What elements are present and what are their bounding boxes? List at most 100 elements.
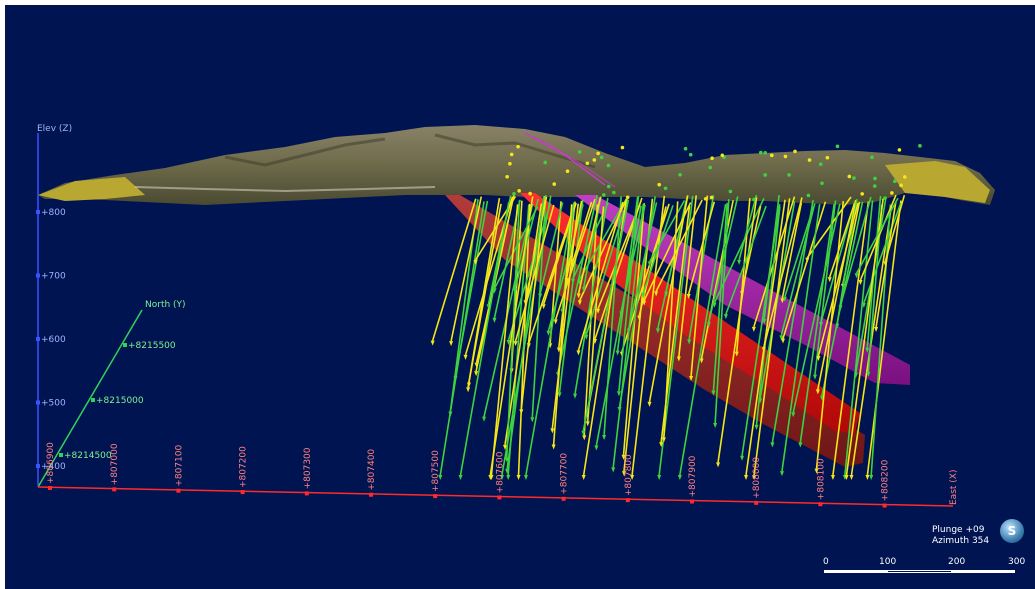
east-tick-label: +807700 <box>560 453 570 495</box>
collar-dot <box>890 191 894 195</box>
drillhole-trace <box>781 202 803 299</box>
drillhole-end-marker <box>594 445 599 451</box>
collar-dot <box>708 165 713 170</box>
collar-dot <box>860 192 864 196</box>
drillhole-trace <box>679 204 727 476</box>
east-tick <box>48 486 52 490</box>
drillhole-end-marker <box>499 475 504 480</box>
drillhole-end-marker <box>659 442 664 448</box>
collar-dot <box>903 175 907 179</box>
north-axis <box>37 309 143 488</box>
drillhole-trace <box>815 200 845 469</box>
drillhole-end-marker <box>830 475 835 480</box>
collar-dot <box>688 152 693 157</box>
drillhole-end-marker <box>602 434 607 440</box>
drillhole-end-marker <box>865 347 870 353</box>
drillhole-end-marker <box>482 416 487 422</box>
east-tick <box>176 488 181 493</box>
drillhole-trace <box>687 201 716 295</box>
3d-viewport[interactable]: Elev (Z) North (Y) East (X) +800 +700 +600… <box>5 5 1035 589</box>
drillhole-end-marker <box>551 444 556 450</box>
elev-tick-label: +700 <box>41 272 66 282</box>
drillhole-end-marker <box>474 371 479 377</box>
elev-tick <box>36 464 40 468</box>
drillhole-end-marker <box>570 278 575 284</box>
drillhole-trace <box>806 196 852 259</box>
drillhole-trace <box>820 200 856 323</box>
drillhole-trace <box>585 197 629 335</box>
scale-tick-label: 0 <box>823 557 829 567</box>
collar-dot <box>508 161 512 166</box>
compass-icon[interactable]: S <box>1000 519 1024 543</box>
collar-dot <box>509 152 514 157</box>
collar-dot <box>606 184 611 189</box>
east-ticks: +806900 +807000 +807100 +807200 +807300 +8074… <box>46 442 891 508</box>
drillhole-end-marker <box>576 293 581 299</box>
drillhole-trace <box>583 196 602 288</box>
collar-dot <box>818 162 823 166</box>
drillhole-end-marker <box>519 409 524 415</box>
drillhole-end-marker <box>716 462 721 468</box>
east-tick-label: +807100 <box>174 445 184 487</box>
drillhole-end-marker <box>492 317 497 323</box>
drillhole-trace <box>814 200 837 375</box>
collar-dot <box>720 153 725 158</box>
drillhole-trace <box>832 201 870 476</box>
east-tick <box>240 490 245 495</box>
collar-dot <box>769 153 774 158</box>
drillhole-trace <box>741 205 762 292</box>
collar-dot <box>807 158 812 162</box>
collar-dot <box>763 151 767 155</box>
drillhole-end-marker <box>615 350 620 356</box>
drillhole-trace <box>459 202 510 476</box>
drillhole-end-marker <box>550 428 555 434</box>
drillhole-trace <box>817 199 857 390</box>
east-tick-label: +807600 <box>495 451 505 493</box>
drillhole-end-marker <box>676 356 681 362</box>
drillhole-end-marker <box>573 393 578 399</box>
collar-dot <box>585 161 590 166</box>
drillhole-trace <box>771 200 814 443</box>
drillhole-trace <box>844 200 874 476</box>
drillhole-trace <box>514 204 555 342</box>
drillhole-end-marker <box>553 319 558 325</box>
drillhole-trace <box>506 196 545 470</box>
drillhole-end-marker <box>626 328 631 334</box>
collar-dot <box>528 191 532 196</box>
drillhole-end-marker <box>687 339 692 345</box>
drillhole-trace <box>725 205 767 315</box>
orebody-upper <box>520 193 860 433</box>
collar-dot <box>752 197 756 202</box>
drillhole-end-marker <box>713 423 718 429</box>
scene-canvas[interactable]: Elev (Z) North (Y) East (X) +800 +700 +600… <box>5 5 1035 589</box>
drillhole-trace <box>714 199 730 424</box>
drillhole-trace <box>859 194 897 281</box>
drillhole-end-marker <box>492 288 497 294</box>
drillholes <box>430 194 906 480</box>
drillhole-end-marker <box>641 293 646 299</box>
north-tick-label: +8214500 <box>64 451 112 461</box>
drillhole-trace <box>571 201 593 264</box>
drillhole-trace <box>612 203 645 468</box>
drillhole-trace <box>712 202 728 391</box>
drillhole-end-marker <box>740 291 745 297</box>
drillhole-end-marker <box>779 335 784 341</box>
drillhole-trace <box>504 203 543 446</box>
drillhole-end-marker <box>556 347 561 353</box>
drillhole-trace <box>745 199 786 476</box>
drillhole-end-marker <box>621 471 626 477</box>
drillhole-end-marker <box>564 278 569 284</box>
drillhole-end-marker <box>617 406 622 412</box>
collar-dot <box>870 155 874 160</box>
collar-dot <box>847 174 852 179</box>
azimuth-label: Azimuth 354 <box>932 536 990 546</box>
drillhole-trace <box>784 206 815 297</box>
east-tick-label: +807000 <box>110 443 120 485</box>
collar-dot <box>873 176 877 181</box>
collar-dot <box>852 176 856 180</box>
drillhole-end-marker <box>570 262 575 268</box>
drillhole-trace <box>539 202 564 294</box>
collar-dot <box>601 193 606 197</box>
north-tick-label: +8215500 <box>128 341 176 351</box>
drillhole-end-marker <box>770 442 775 448</box>
